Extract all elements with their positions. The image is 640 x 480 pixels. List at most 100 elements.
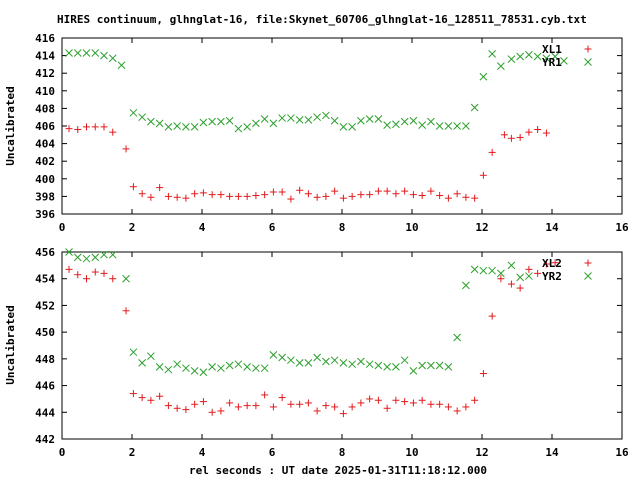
data-point-yr1: [348, 123, 357, 131]
data-point-xl2: [156, 392, 164, 400]
data-point-xl2: [409, 399, 417, 407]
data-point-xl1: [339, 194, 347, 202]
data-point-xl1: [453, 190, 461, 198]
data-point-xl2: [91, 268, 99, 276]
y-tick-label: 442: [35, 433, 55, 446]
data-point-yr1: [392, 120, 400, 129]
data-point-xl2: [269, 403, 277, 411]
y-tick-label: 416: [35, 32, 55, 45]
data-point-yr2: [392, 363, 400, 371]
bottom-legend: XL2 YR2: [542, 257, 592, 283]
data-point-xl1: [138, 190, 146, 198]
y-tick-label: 452: [35, 299, 55, 312]
data-point-xl1: [331, 187, 339, 195]
x-tick-label: 6: [269, 446, 276, 459]
data-point-yr2: [243, 363, 252, 371]
legend-marker-xl2: [584, 259, 592, 267]
data-point-xl2: [357, 399, 365, 407]
x-tick-label: 12: [475, 446, 488, 459]
data-point-yr1: [560, 57, 568, 65]
data-point-yr1: [427, 117, 435, 126]
data-point-xl2: [199, 398, 207, 406]
legend-label-yr2: YR2: [542, 270, 562, 283]
data-point-yr1: [525, 50, 533, 59]
legend-marker-yr1: [584, 58, 592, 66]
data-point-xl2: [525, 265, 533, 273]
data-point-yr1: [304, 115, 313, 124]
y-tick-label: 444: [35, 406, 55, 419]
data-point-xl1: [191, 190, 199, 198]
legend-label-yr1: YR1: [542, 56, 562, 69]
data-point-xl1: [444, 194, 452, 202]
data-point-xl1: [471, 194, 479, 202]
data-point-xl2: [313, 407, 321, 415]
data-point-xl2: [366, 395, 374, 403]
data-point-yr2: [339, 359, 348, 367]
y-tick-label: 396: [35, 208, 55, 221]
data-point-xl1: [147, 193, 155, 201]
y-tick-label: 408: [35, 102, 55, 115]
data-point-xl1: [534, 126, 542, 134]
data-point-xl1: [296, 186, 304, 194]
data-point-xl1: [516, 133, 524, 141]
data-point-xl1: [109, 128, 117, 136]
legend-key-xl1: [584, 45, 592, 53]
data-point-xl2: [191, 400, 199, 408]
y-tick-label: 448: [35, 353, 55, 366]
x-tick-label: 0: [59, 446, 66, 459]
x-tick-label: 8: [339, 221, 346, 234]
data-point-yr2: [374, 361, 383, 370]
data-point-xl1: [287, 195, 295, 203]
data-point-yr2: [147, 352, 155, 361]
data-point-yr1: [287, 114, 295, 122]
data-point-yr1: [383, 121, 392, 129]
data-point-yr1: [551, 52, 560, 61]
data-point-xl2: [497, 275, 505, 283]
y-tick-label: 450: [35, 326, 55, 339]
data-point-yr1: [409, 116, 418, 125]
top-panel: Uncalibrated 0 2 4 6 8 10 12 14 16 396 398 400 402 40…: [4, 32, 629, 234]
data-point-yr2: [462, 281, 470, 290]
y-tick-label: 400: [35, 173, 55, 186]
data-point-xl1: [129, 183, 137, 191]
data-point-yr1: [225, 116, 234, 125]
data-point-xl1: [374, 187, 382, 195]
y-tick-label: 454: [35, 273, 55, 286]
legend-key-yr1: [584, 58, 592, 66]
data-point-xl1: [156, 184, 164, 192]
data-point-xl1: [278, 188, 286, 196]
bottom-plot-frame: [61, 251, 623, 440]
data-point-yr2: [234, 360, 243, 369]
data-point-yr2: [129, 348, 138, 357]
x-tick-label: 14: [545, 446, 559, 459]
data-point-xl1: [507, 134, 515, 142]
data-point-xl1: [427, 187, 435, 195]
data-point-xl2: [339, 410, 347, 418]
data-point-yr1: [117, 61, 126, 70]
top-legend: XL1 YR1: [542, 43, 592, 69]
data-point-yr1: [65, 49, 73, 57]
data-point-yr1: [479, 72, 488, 81]
data-point-yr1: [208, 117, 217, 126]
data-point-xl2: [65, 265, 73, 273]
x-tick-label: 12: [475, 221, 488, 234]
y-tick-label: 410: [35, 85, 55, 98]
data-point-yr1: [155, 119, 164, 128]
data-point-yr1: [497, 62, 505, 71]
y-tick-label: 414: [35, 50, 55, 63]
x-tick-label: 10: [405, 221, 418, 234]
data-point-xl1: [173, 193, 181, 201]
data-point-yr2: [173, 360, 182, 369]
data-point-xl1: [409, 191, 417, 199]
data-point-xl1: [479, 171, 487, 179]
data-point-xl2: [173, 404, 181, 412]
data-point-xl2: [331, 403, 339, 411]
bottom-y-axis-label: Uncalibrated: [4, 305, 17, 384]
data-point-xl2: [234, 403, 242, 411]
data-point-xl2: [471, 396, 479, 404]
legend-label-xl1: XL1: [542, 43, 562, 56]
data-point-yr2: [182, 364, 190, 373]
data-point-yr2: [155, 363, 164, 371]
data-point-xl2: [322, 402, 330, 410]
